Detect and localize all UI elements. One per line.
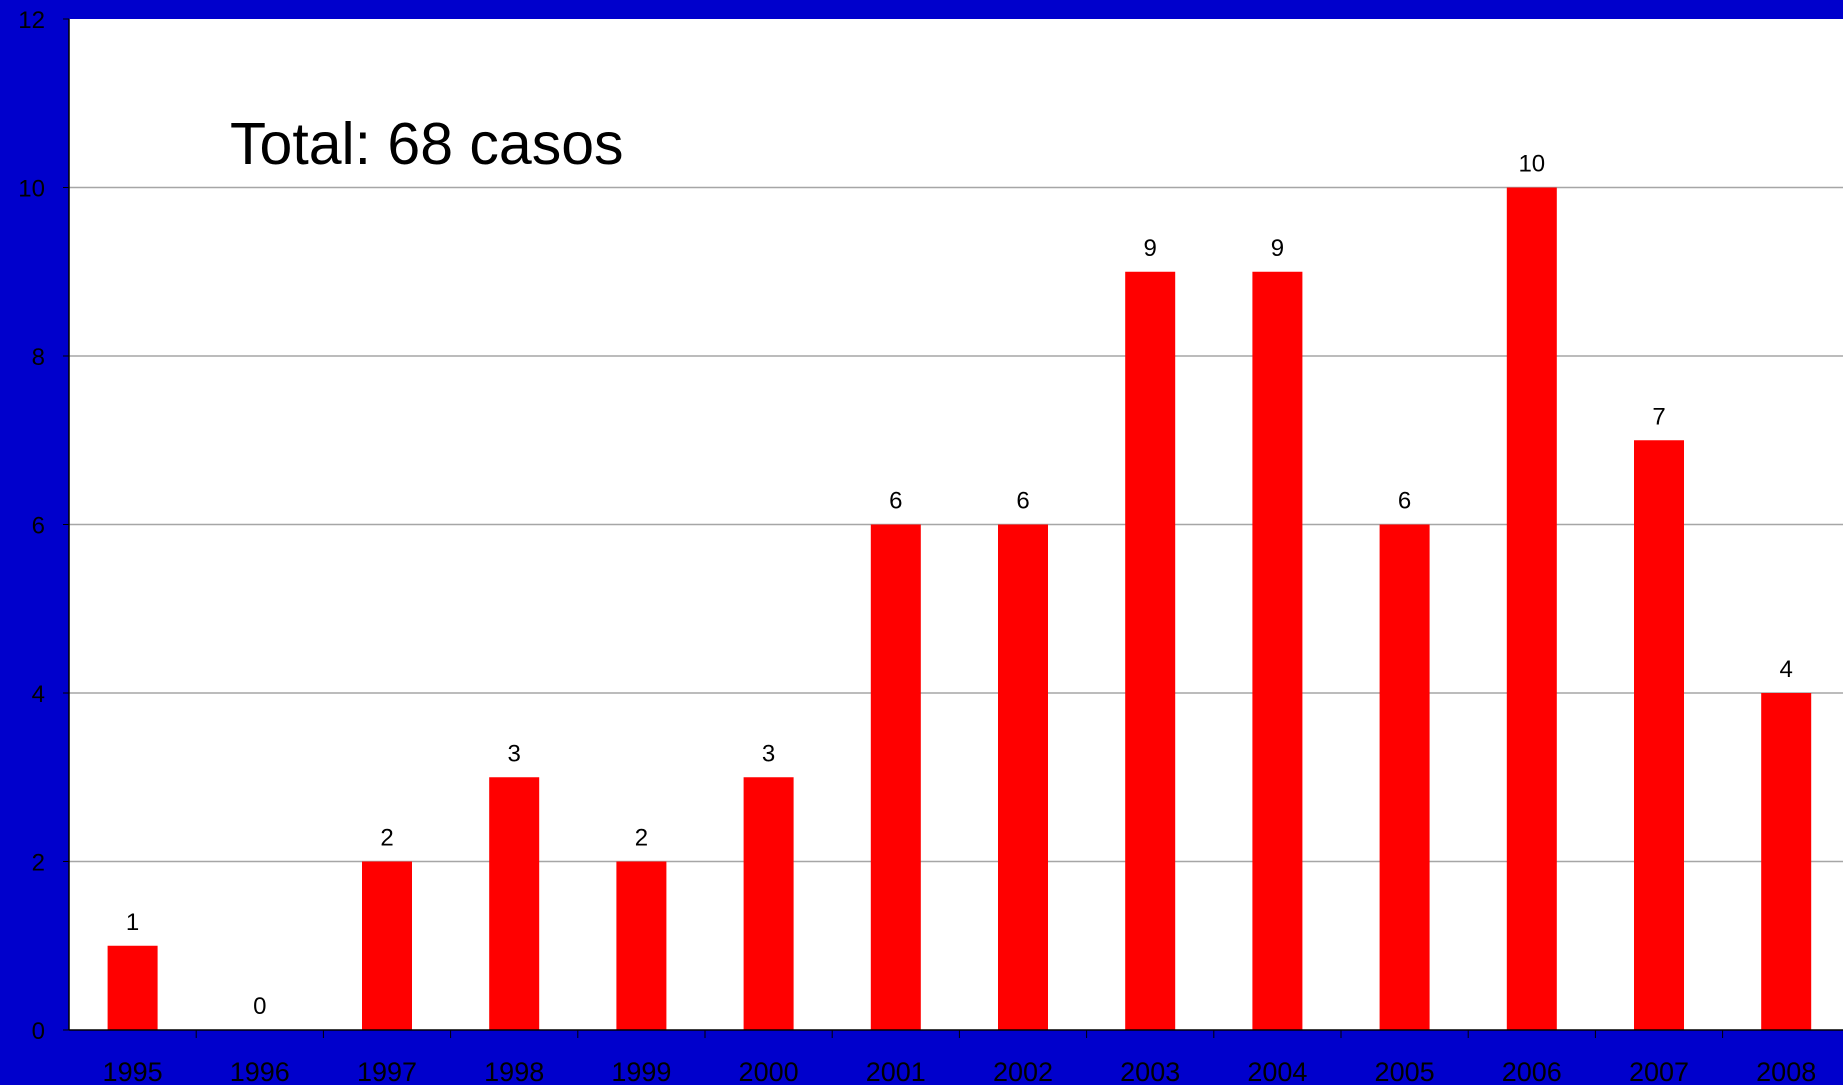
bar-1997 (362, 861, 412, 1030)
bar-2003 (1125, 271, 1176, 1030)
y-tick-label: 8 (32, 344, 45, 371)
bar-2007 (1634, 440, 1684, 1030)
bar-1999 (616, 861, 667, 1030)
chart-annotation: Total: 68 casos (230, 111, 624, 177)
y-tick-label: 12 (18, 7, 45, 34)
x-tick-label-1997: 1997 (357, 1057, 417, 1085)
bar-1995 (107, 945, 158, 1030)
bar-2000 (743, 777, 794, 1030)
bar-2001 (870, 524, 921, 1030)
y-tick-label: 10 (18, 176, 45, 203)
bar-1998 (489, 777, 540, 1030)
data-label-2005: 6 (1398, 488, 1411, 515)
bar-2002 (998, 524, 1048, 1030)
x-tick-label-2000: 2000 (739, 1057, 799, 1085)
data-label-1995: 1 (126, 909, 139, 936)
bar-2008 (1761, 693, 1812, 1030)
y-tick-label: 4 (32, 681, 45, 708)
x-tick-label-2004: 2004 (1247, 1057, 1307, 1085)
data-label-1998: 3 (508, 740, 521, 767)
bars (107, 187, 1812, 1030)
data-label-1999: 2 (635, 825, 648, 852)
x-tick-label-1999: 1999 (611, 1057, 671, 1085)
y-tick-label: 2 (32, 850, 45, 877)
data-label-2007: 7 (1652, 403, 1665, 430)
x-tick-label-2008: 2008 (1756, 1057, 1816, 1085)
x-tick-label-2003: 2003 (1120, 1057, 1180, 1085)
data-label-2004: 9 (1271, 235, 1284, 262)
bar-2004 (1252, 271, 1303, 1030)
x-tick-label-2006: 2006 (1502, 1057, 1562, 1085)
bar-2005 (1379, 524, 1430, 1030)
y-tick-label: 0 (32, 1018, 45, 1045)
x-tick-label-1998: 1998 (484, 1057, 544, 1085)
data-label-1997: 2 (380, 825, 393, 852)
data-label-2006: 10 (1518, 151, 1545, 178)
data-label-2002: 6 (1016, 488, 1029, 515)
x-tick-label-1996: 1996 (230, 1057, 290, 1085)
bar-2006 (1506, 187, 1557, 1030)
x-tick-label-1995: 1995 (103, 1057, 163, 1085)
data-label-2008: 4 (1780, 656, 1793, 683)
data-label-2001: 6 (889, 488, 902, 515)
x-tick-label-2002: 2002 (993, 1057, 1053, 1085)
y-tick-label: 6 (32, 513, 45, 540)
data-label-1996: 0 (253, 993, 266, 1020)
data-label-2000: 3 (762, 740, 775, 767)
x-tick-label-2005: 2005 (1375, 1057, 1435, 1085)
x-tick-label-2001: 2001 (866, 1057, 926, 1085)
x-tick-label-2007: 2007 (1629, 1057, 1689, 1085)
data-label-2003: 9 (1144, 235, 1157, 262)
